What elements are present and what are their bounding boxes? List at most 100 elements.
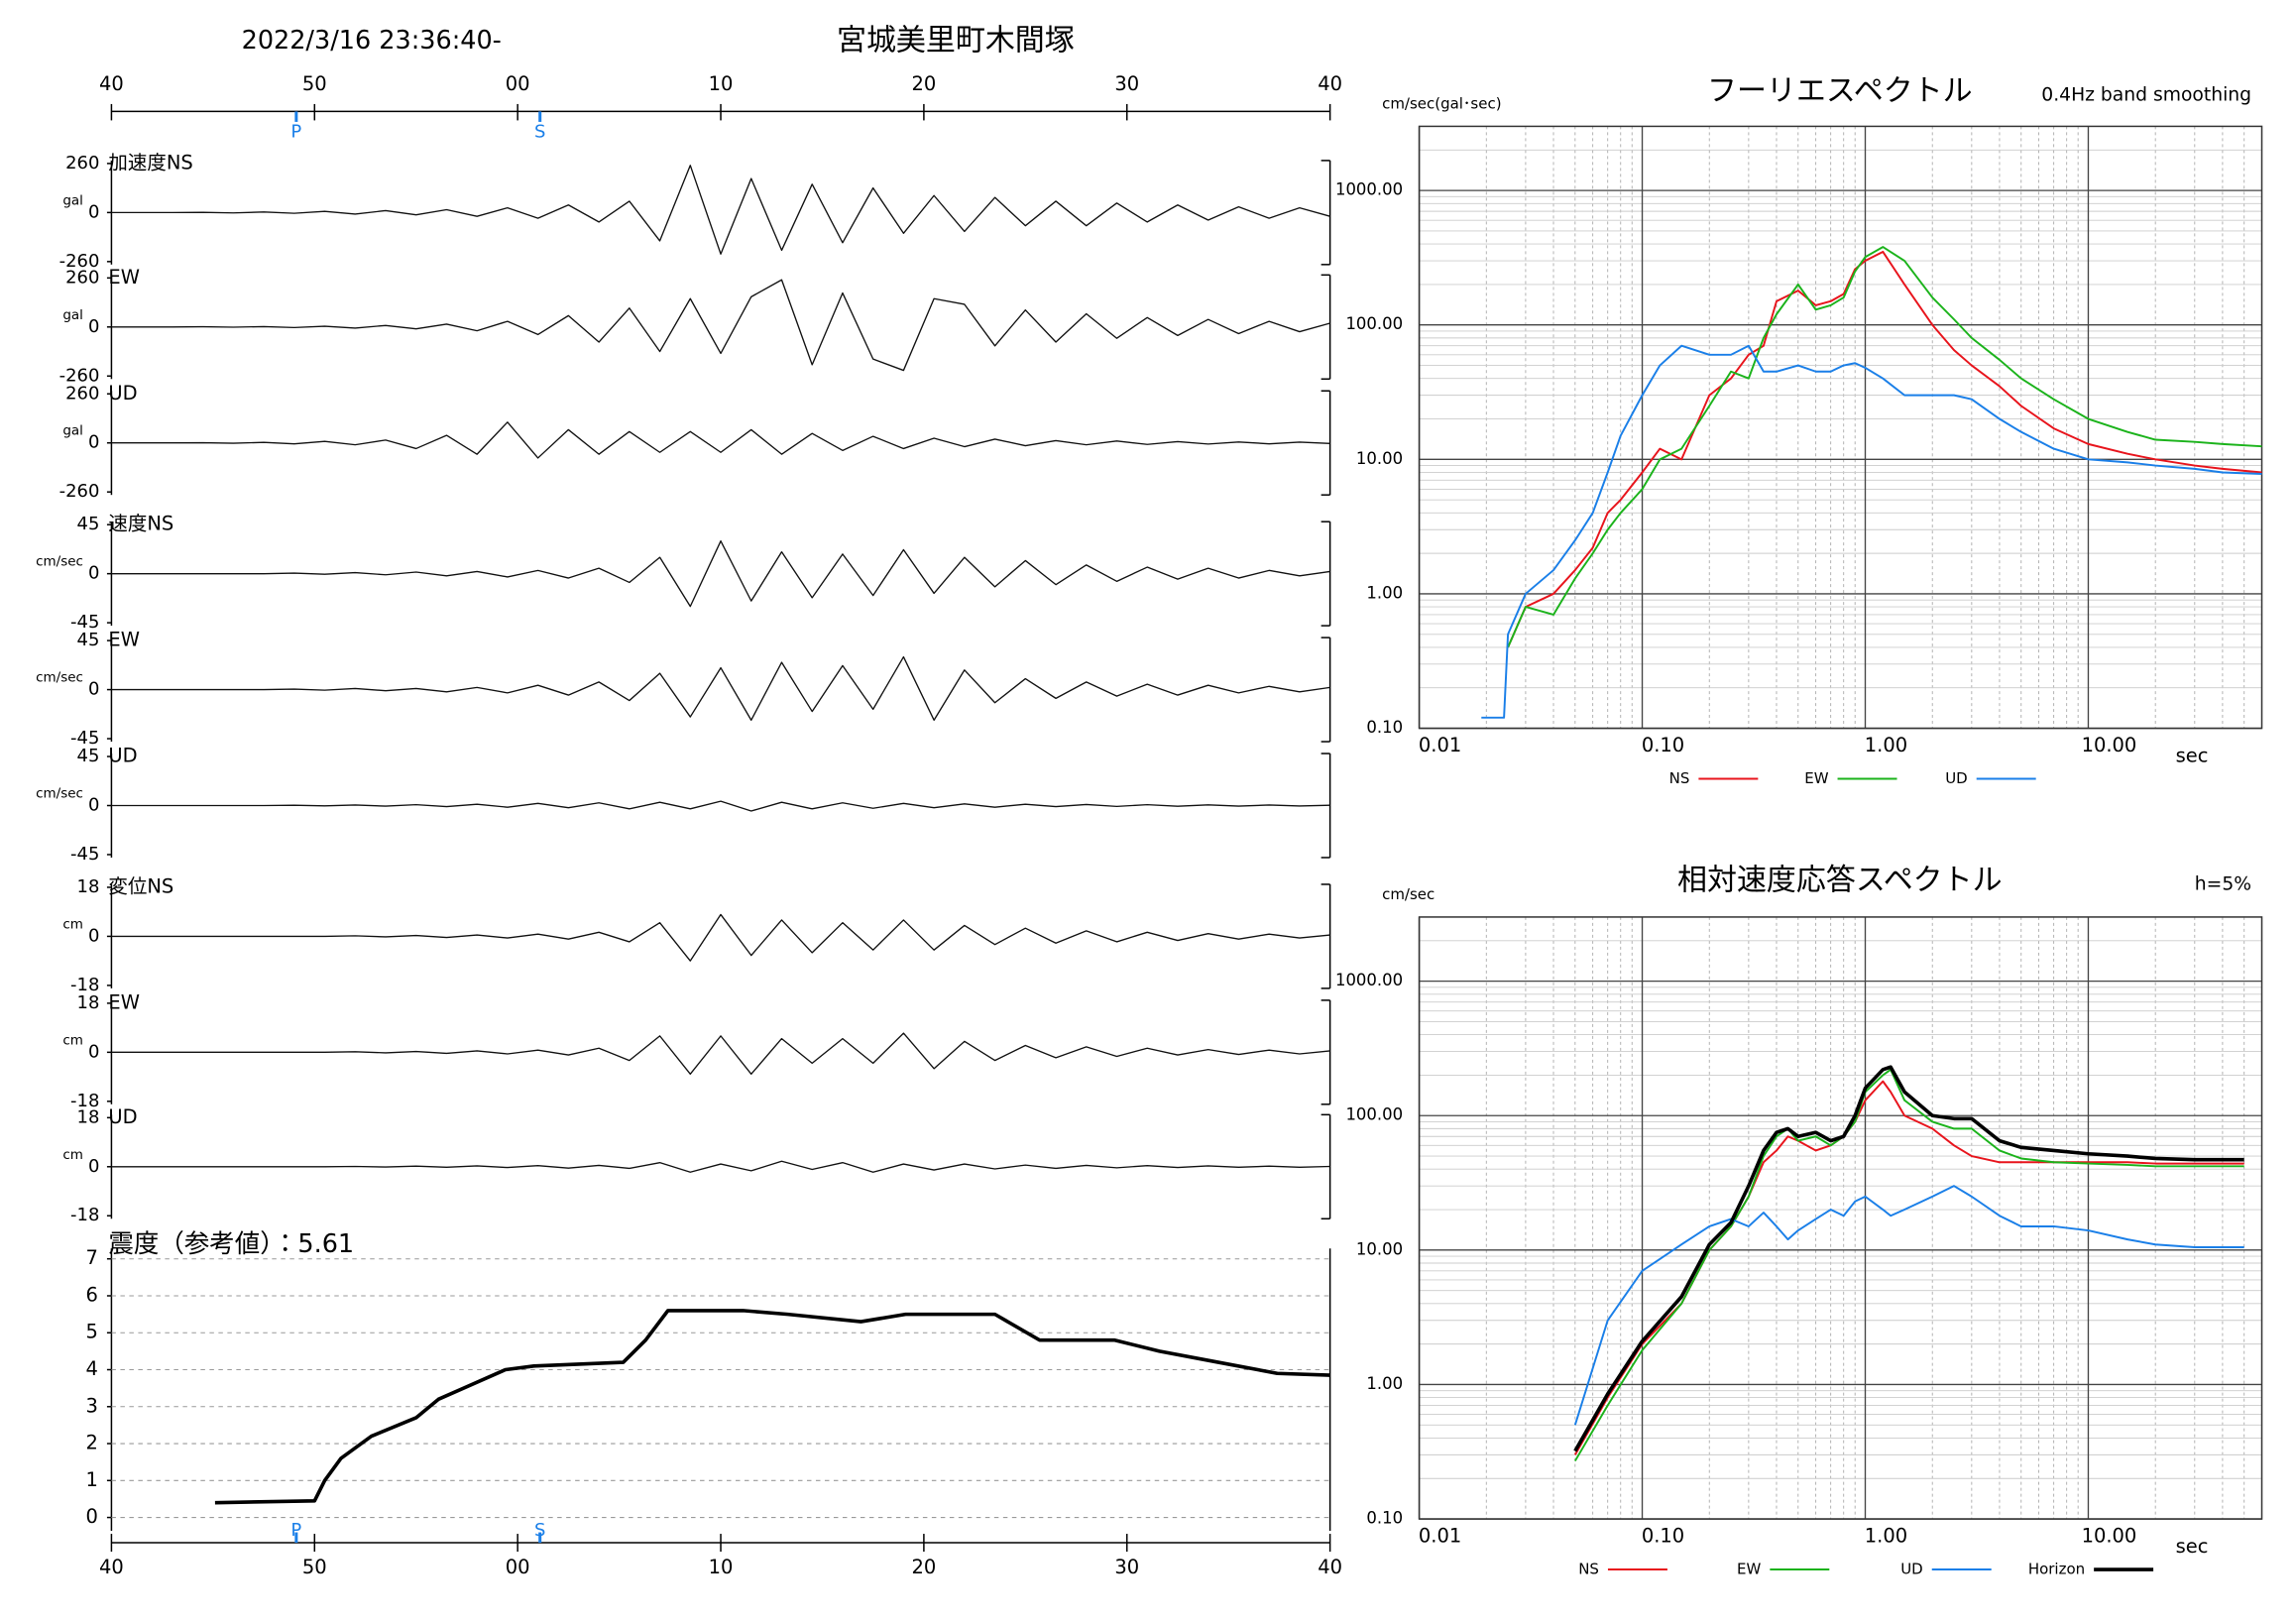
x-tick-label: 50 (302, 72, 327, 95)
y-tick-label: 45 (77, 630, 100, 650)
x-tick-label: 00 (506, 1556, 530, 1578)
y-tick-label: 0 (88, 1156, 99, 1177)
x-tick-label: 20 (912, 72, 937, 95)
x-tick-label: 0.10 (1642, 1525, 1684, 1548)
y-tick-label: 4 (86, 1357, 98, 1380)
waveform-trace (111, 1032, 1330, 1076)
panel-label: UD (108, 1105, 137, 1128)
waveform-trace (111, 421, 1330, 459)
y-tick-label: -260 (59, 481, 100, 502)
legend-label: Horizon (2028, 1561, 2085, 1578)
phase-label: S (534, 1520, 545, 1541)
legend-label: NS (1578, 1561, 1599, 1578)
unit-label: cm/sec (36, 786, 83, 802)
y-tick-label: -45 (70, 844, 99, 865)
x-tick-label: 40 (1318, 72, 1342, 95)
x-tick-label: 10 (709, 72, 734, 95)
intensity-title: 震度（参考値）：5.61 (108, 1229, 354, 1259)
y-tick-label: 0 (88, 679, 99, 700)
y-tick-label: 5 (86, 1321, 98, 1343)
y-tick-label: 0 (88, 563, 99, 584)
waveform-trace (111, 1160, 1330, 1173)
y-tick-label: -18 (70, 975, 99, 995)
y-tick-label: 0.10 (1366, 1509, 1403, 1528)
panel-label: UD (108, 745, 137, 767)
unit-label: gal (62, 423, 83, 439)
x-tick-label: 1.00 (1865, 1525, 1907, 1548)
y-tick-label: 1.00 (1366, 583, 1403, 602)
unit-label: gal (62, 307, 83, 323)
waveform-trace (111, 279, 1330, 372)
chart-title: フーリエスペクトル (1707, 73, 1973, 108)
y-tick-label: 1.00 (1366, 1374, 1403, 1393)
panel-label: EW (108, 629, 140, 651)
y-tick-label: 45 (77, 514, 100, 534)
legend-label: NS (1669, 769, 1690, 787)
y-tick-label: 100.00 (1345, 1105, 1403, 1124)
x-axis-label: sec (2176, 1535, 2209, 1558)
y-tick-label: 10.00 (1356, 1239, 1403, 1258)
chart-subtitle: h=5% (2195, 873, 2251, 894)
y-tick-label: 10.00 (1356, 449, 1403, 468)
unit-label: cm/sec (36, 554, 83, 570)
y-tick-label: 0 (86, 1505, 98, 1528)
x-tick-label: 00 (506, 72, 530, 95)
x-tick-label: 10.00 (2082, 734, 2137, 756)
spectrum-line (1507, 250, 2262, 648)
unit-label: cm (62, 1032, 83, 1048)
y-tick-label: 1 (86, 1468, 98, 1491)
panel-label: 速度NS (108, 513, 173, 535)
legend-label: EW (1737, 1561, 1761, 1578)
x-tick-label: 30 (1114, 1556, 1139, 1578)
y-tick-label: 7 (86, 1246, 98, 1269)
x-tick-label: 0.01 (1419, 734, 1461, 756)
unit-label: gal (62, 192, 83, 208)
waveform-trace (111, 539, 1330, 608)
y-tick-label: 260 (65, 267, 99, 288)
chart-subtitle: 0.4Hz band smoothing (2041, 84, 2251, 105)
y-tick-label: 18 (77, 876, 100, 897)
y-tick-label: -260 (59, 251, 100, 272)
y-tick-label: 6 (86, 1283, 98, 1306)
x-tick-label: 40 (1318, 1556, 1342, 1578)
panel-label: 加速度NS (108, 151, 192, 174)
y-tick-label: 0 (88, 432, 99, 453)
waveform-trace (111, 913, 1330, 962)
y-tick-label: 3 (86, 1394, 98, 1417)
x-tick-label: 1.00 (1865, 734, 1907, 756)
phase-label: P (290, 1520, 301, 1541)
y-tick-label: 0.10 (1366, 718, 1403, 737)
x-tick-label: 10.00 (2082, 1525, 2137, 1548)
panel-label: EW (108, 990, 140, 1013)
y-tick-label: 0 (88, 316, 99, 337)
x-tick-label: 0.01 (1419, 1525, 1461, 1548)
y-tick-label: -45 (70, 728, 99, 749)
x-tick-label: 50 (302, 1556, 327, 1578)
x-tick-label: 10 (709, 1556, 734, 1578)
y-tick-label: 1000.00 (1335, 180, 1403, 199)
y-tick-label: 0 (88, 201, 99, 222)
y-tick-label: 18 (77, 1106, 100, 1127)
y-tick-label: -45 (70, 612, 99, 633)
y-tick-label: 0 (88, 795, 99, 816)
y-axis-unit: cm/sec(gal･sec) (1382, 94, 1501, 112)
y-tick-label: -18 (70, 1091, 99, 1111)
y-tick-label: -18 (70, 1205, 99, 1225)
waveform-trace (111, 655, 1330, 722)
y-tick-label: -260 (59, 365, 100, 386)
legend-label: UD (1945, 769, 1968, 787)
legend-label: EW (1804, 769, 1828, 787)
spectrum-line (1507, 246, 2262, 648)
unit-label: cm/sec (36, 670, 83, 686)
panel-label: EW (108, 266, 140, 289)
plot-frame (1418, 916, 2263, 1520)
spectrum-line (1481, 344, 2262, 719)
unit-label: cm (62, 916, 83, 932)
phase-label: S (534, 121, 545, 142)
y-tick-label: 2 (86, 1432, 98, 1454)
panel-label: 変位NS (108, 874, 173, 897)
